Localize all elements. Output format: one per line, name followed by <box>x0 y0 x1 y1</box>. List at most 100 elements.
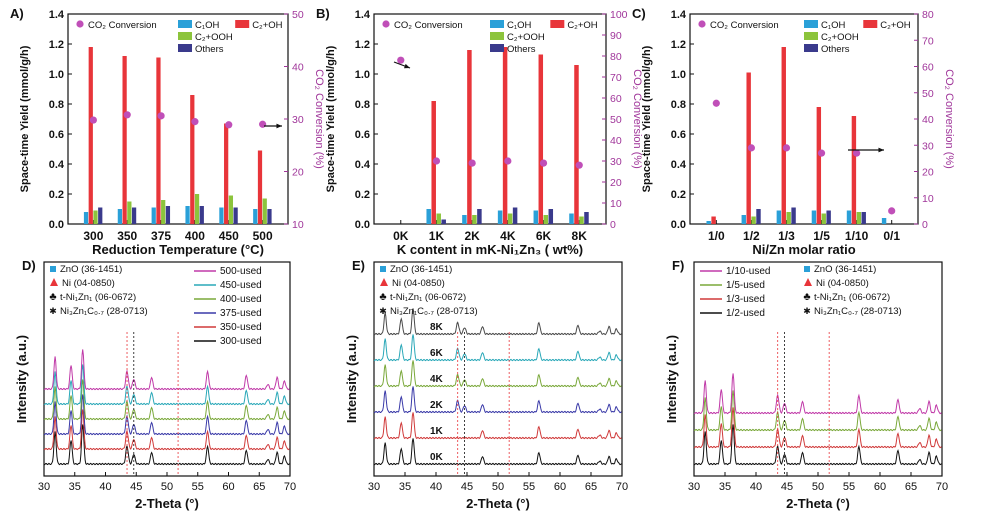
bar-C₂+OOH <box>507 213 513 224</box>
xrd-trace-4K <box>373 360 622 388</box>
y2-tick-label: 50 <box>292 9 304 21</box>
legend-marker-zno <box>804 266 810 272</box>
bar-Others <box>98 207 103 224</box>
bar-C₂+OOH <box>751 216 756 224</box>
x-tick-label: 1K <box>429 229 445 243</box>
y-tick-label: 0.2 <box>671 189 686 201</box>
bar-Others <box>861 212 866 224</box>
xrd-trace-500-used <box>43 349 290 391</box>
x-tick-label: 375 <box>151 229 171 243</box>
bar-C₂+OH <box>88 47 93 224</box>
bar-C₁OH <box>776 210 782 224</box>
y2-tick-label: 50 <box>922 88 934 100</box>
y-tick-label: 1.0 <box>49 69 64 81</box>
bar-C₂+OOH <box>436 213 441 224</box>
legend-label: 1/10-used <box>726 266 770 277</box>
bar-Others <box>267 209 272 224</box>
x-tick-label: 300 <box>83 229 103 243</box>
bar-C₂+OOH <box>472 215 477 224</box>
panel-label: F) <box>672 258 684 273</box>
legend-label: Ni (04-0850) <box>392 278 445 289</box>
legend-label: t-Ni₁Zn₁ (06-0672) <box>60 292 136 303</box>
y2-tick-label: 90 <box>610 30 622 42</box>
x-tick-label: 6K <box>536 229 552 243</box>
xrd-trace-1/5-used <box>693 390 942 432</box>
y2-tick-label: 30 <box>610 156 622 168</box>
x-tick-label: 1/2 <box>743 229 760 243</box>
x-axis-title: 2-Theta (°) <box>466 496 530 511</box>
bar-C₁OH <box>497 210 503 224</box>
trace-label: 6K <box>430 348 444 359</box>
bar-C₂+OOH <box>161 200 166 224</box>
xrd-trace-2K <box>373 386 622 414</box>
legend-swatch <box>178 44 192 52</box>
legend-swatch <box>490 20 504 28</box>
legend-marker-carbide: ✱ <box>49 306 57 316</box>
panel-label: E) <box>352 258 365 273</box>
x-tick-label: 35 <box>719 481 731 493</box>
bar-C₂+OOH <box>262 198 267 224</box>
y-tick-label: 1.4 <box>49 9 65 21</box>
bar-Others <box>477 209 482 224</box>
bar-C₂+OH <box>711 216 716 224</box>
legend-label: Others <box>195 44 224 55</box>
bar-C₁OH <box>253 209 258 224</box>
panel-label: B) <box>316 6 330 21</box>
legend-label: 1/5-used <box>726 280 765 291</box>
panel-b: B) 0.0 0.2 0.4 0.6 0.8 1.0 1.2 1.4 0 10 20 30 40 50 60 7… <box>316 6 643 257</box>
x-tick-label: 55 <box>843 481 855 493</box>
x-axis-title: Reduction Temperature (°C) <box>92 242 264 257</box>
legend-marker-ni <box>380 278 388 286</box>
xrd-trace-1K <box>373 412 622 440</box>
legend-label: ZnO (36-1451) <box>60 264 122 275</box>
xrd-trace-375-used <box>43 394 290 436</box>
conversion-point <box>575 161 583 169</box>
y2-tick-label: 80 <box>610 51 622 63</box>
xrd-trace-0K <box>373 438 622 466</box>
x-tick-label: 55 <box>192 481 204 493</box>
bar-C₂+OOH <box>821 213 826 224</box>
y-axis-title: Space-time Yield (mmol/g/h) <box>325 45 337 192</box>
legend-label: ZnO (36-1451) <box>390 264 452 275</box>
bar-C₁OH <box>881 218 887 224</box>
y-tick-label: 1.4 <box>355 9 371 21</box>
bar-Others <box>165 206 171 224</box>
legend-label: C₂+OOH <box>195 32 233 43</box>
legend-label: 375-used <box>220 308 262 319</box>
legend-swatch <box>804 44 818 52</box>
y2-tick-label: 0 <box>922 219 928 231</box>
x-tick-label: 35 <box>399 481 411 493</box>
y2-axis-title: CO₂ Conversion (%) <box>943 69 955 169</box>
conversion-point <box>782 144 791 152</box>
panel-e: E) 30 35 40 45 50 55 60 65 70 2-Theta (°) Intensity… <box>344 258 628 511</box>
legend-swatch <box>490 32 504 40</box>
legend-marker-nizn: ♣ <box>803 291 810 303</box>
x-tick-label: 50 <box>492 481 504 493</box>
legend-label: CO₂ Conversion <box>88 20 157 31</box>
legend-label: 500-used <box>220 266 262 277</box>
bar-C₂+OOH <box>579 216 584 224</box>
x-tick-label: 0/1 <box>883 229 900 243</box>
xrd-trace-6K <box>373 334 622 362</box>
bar-C₁OH <box>426 209 431 224</box>
legend-swatch <box>863 20 878 28</box>
conversion-point <box>539 159 548 167</box>
legend-marker-ni <box>804 278 812 286</box>
legend-label: C₁OH <box>821 20 845 31</box>
x-tick-label: 70 <box>616 481 628 493</box>
trace-label: 2K <box>430 400 444 411</box>
legend-marker-nizn: ♣ <box>379 291 386 303</box>
xrd-trace-8K <box>373 308 622 336</box>
bar-Others <box>512 207 518 224</box>
y-axis-title: Space-time Yield (mmol/g/h) <box>641 45 653 192</box>
y2-tick-label: 60 <box>922 62 934 74</box>
y-tick-label: 0.0 <box>671 219 686 231</box>
legend-conversion-marker <box>382 20 390 28</box>
panel-a: A) 0.0 0.2 0.4 0.6 0.8 1.0 1.2 1.4 10 20 30 40 50 Spac… <box>10 6 325 257</box>
bar-C₁OH <box>741 215 746 224</box>
x-tick-label: 60 <box>222 481 234 493</box>
y2-tick-label: 20 <box>922 167 934 179</box>
x-tick-label: 70 <box>936 481 948 493</box>
x-tick-label: 400 <box>185 229 205 243</box>
bar-C₂+OOH <box>786 212 791 224</box>
